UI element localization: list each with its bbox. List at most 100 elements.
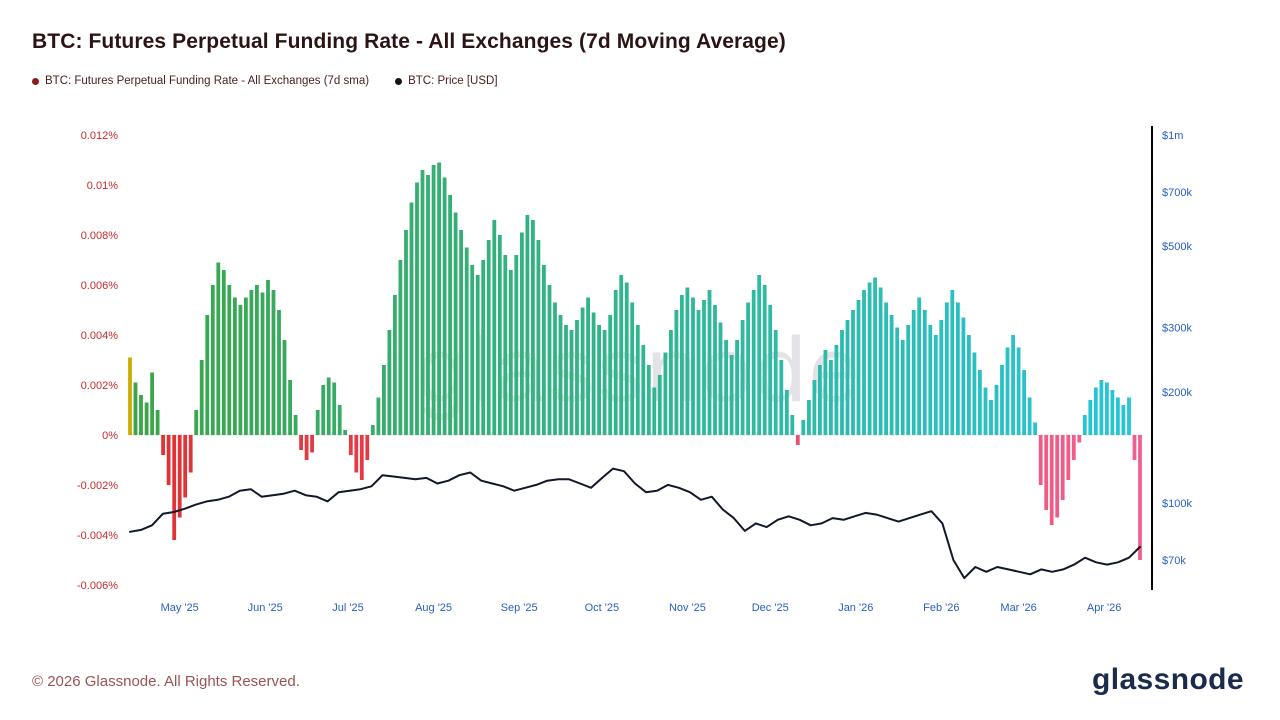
funding-bar <box>1049 435 1054 525</box>
funding-bar <box>895 327 900 435</box>
funding-bar <box>365 435 370 460</box>
funding-bar <box>542 265 546 435</box>
funding-bar <box>177 435 182 518</box>
funding-bar <box>856 300 861 435</box>
left-axis-tick-label: -0.002% <box>77 480 118 492</box>
glassnode-logo: glassnode <box>1092 663 1244 696</box>
legend-dot <box>32 77 39 85</box>
funding-bar <box>917 297 922 435</box>
funding-bar <box>1110 390 1115 435</box>
funding-bar <box>536 240 541 435</box>
funding-bar <box>569 330 574 435</box>
funding-bar <box>790 415 795 435</box>
legend-item-price[interactable]: BTC: Price [USD] <box>395 75 498 87</box>
funding-bar <box>481 260 486 435</box>
funding-bar <box>199 360 204 435</box>
funding-bar <box>768 305 773 435</box>
funding-bar <box>613 290 618 435</box>
funding-bar <box>823 350 828 435</box>
legend-item-funding-rate[interactable]: BTC: Futures Perpetual Funding Rate - Al… <box>32 75 369 87</box>
x-axis-tick-label: Oct '25 <box>585 602 620 614</box>
funding-bar <box>906 325 911 435</box>
funding-bar <box>514 255 519 435</box>
funding-bar <box>304 435 309 460</box>
funding-bar <box>249 290 254 435</box>
funding-bar <box>442 177 447 435</box>
funding-bar <box>1060 435 1065 500</box>
funding-bar <box>591 312 596 435</box>
funding-bar <box>1132 435 1137 460</box>
funding-bar <box>862 290 866 435</box>
funding-bar <box>315 410 320 435</box>
funding-bar <box>1066 435 1071 480</box>
page-title: BTC: Futures Perpetual Funding Rate - Al… <box>32 30 786 53</box>
funding-bar <box>194 410 199 435</box>
funding-bar <box>404 230 408 435</box>
funding-bar <box>437 162 441 435</box>
left-axis-tick-label: 0% <box>102 430 118 442</box>
x-axis-tick-label: May '25 <box>161 602 199 614</box>
x-axis-tick-label: Jul '25 <box>332 602 363 614</box>
funding-bar <box>370 425 375 435</box>
funding-bar <box>1099 380 1104 435</box>
funding-bar <box>155 410 160 435</box>
funding-bar <box>1121 405 1126 435</box>
funding-bar <box>740 320 745 435</box>
funding-bar <box>382 365 386 435</box>
funding-bar <box>431 165 436 435</box>
funding-bar <box>641 345 646 435</box>
funding-bar <box>321 385 326 435</box>
funding-bar <box>757 275 762 435</box>
funding-bar <box>718 322 723 435</box>
funding-bar <box>795 435 800 445</box>
funding-bar <box>448 195 452 435</box>
x-axis-tick-label: Apr '26 <box>1087 602 1122 614</box>
funding-bar <box>586 297 590 435</box>
funding-bar <box>597 325 601 435</box>
funding-bar <box>608 315 613 435</box>
funding-bar <box>486 240 491 435</box>
funding-bar <box>299 435 303 450</box>
funding-bar <box>928 325 933 435</box>
funding-bar <box>630 302 635 435</box>
funding-bar <box>933 335 938 435</box>
funding-bar <box>166 435 171 485</box>
right-axis-tick-label: $100k <box>1162 498 1192 510</box>
left-axis-tick-label: 0.006% <box>81 280 119 292</box>
funding-bar <box>602 330 607 435</box>
funding-bar <box>994 385 999 435</box>
funding-bar <box>696 310 701 435</box>
funding-bar <box>867 282 872 435</box>
funding-bar <box>520 232 524 435</box>
funding-bar <box>735 340 739 435</box>
x-axis-tick-label: Aug '25 <box>415 602 452 614</box>
funding-bar <box>376 397 381 435</box>
funding-bar <box>238 305 243 435</box>
funding-bar <box>779 360 784 435</box>
funding-bar <box>564 325 568 435</box>
funding-bar <box>398 260 403 435</box>
price-line <box>129 467 1141 580</box>
right-axis-tick-label: $500k <box>1162 241 1192 253</box>
funding-bar <box>409 202 414 435</box>
funding-bar <box>492 220 497 435</box>
funding-bar <box>680 295 684 435</box>
funding-bar <box>1005 347 1010 435</box>
funding-bar <box>1105 382 1109 435</box>
funding-bar <box>221 270 226 435</box>
x-axis-tick-label: Mar '26 <box>1000 602 1036 614</box>
funding-bar <box>415 182 419 435</box>
funding-bar <box>1044 435 1049 510</box>
left-axis-tick-label: 0.01% <box>87 180 118 192</box>
funding-bar <box>475 275 480 435</box>
funding-bar <box>288 380 292 435</box>
funding-bar <box>161 435 165 455</box>
funding-bar <box>762 285 767 435</box>
funding-bar <box>729 355 734 435</box>
funding-bar <box>619 275 624 435</box>
left-axis-tick-label: -0.006% <box>77 580 118 592</box>
funding-bar <box>326 377 331 435</box>
funding-bar <box>1022 370 1026 435</box>
funding-bar <box>1000 365 1004 435</box>
